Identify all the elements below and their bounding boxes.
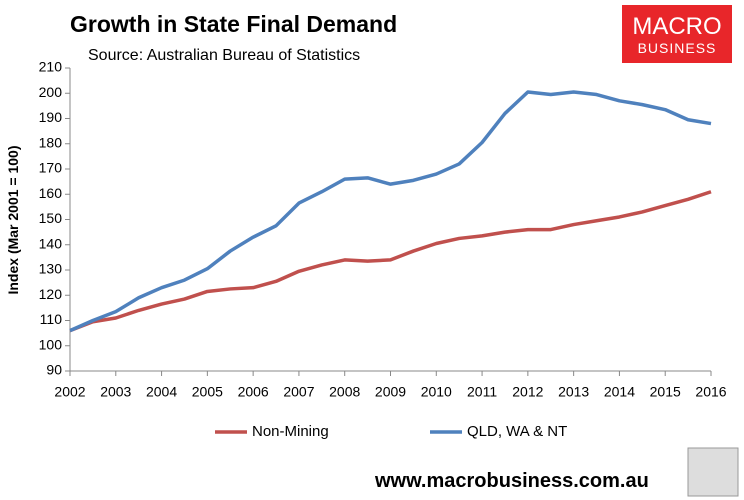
x-tick-label: 2008	[329, 384, 360, 400]
x-tick-label: 2014	[604, 384, 635, 400]
x-tick-label: 2012	[512, 384, 543, 400]
y-tick-label: 190	[39, 109, 63, 125]
y-tick-label: 110	[40, 311, 63, 327]
logo-text: MACRO	[632, 13, 721, 40]
legend-label: Non-Mining	[252, 423, 329, 440]
y-tick-label: 200	[39, 84, 63, 100]
x-tick-label: 2006	[238, 384, 269, 400]
y-tick-label: 140	[39, 235, 63, 251]
y-tick-label: 210	[39, 59, 63, 75]
x-tick-label: 2002	[54, 384, 85, 400]
x-tick-label: 2016	[695, 384, 726, 400]
y-tick-label: 170	[39, 160, 63, 176]
y-tick-label: 150	[39, 210, 63, 226]
line-series	[69, 90, 712, 333]
x-tick-label: 2009	[375, 384, 406, 400]
y-tick-label: 160	[39, 185, 63, 201]
y-tick-label: 100	[39, 336, 63, 352]
x-tick-label: 2010	[421, 384, 452, 400]
wolf-logo	[687, 447, 739, 497]
line-series	[69, 190, 712, 333]
logo-text: BUSINESS	[638, 40, 717, 56]
y-tick-label: 90	[46, 362, 62, 378]
x-tick-label: 2011	[467, 384, 497, 400]
y-tick-label: 180	[39, 134, 63, 150]
y-tick-label: 120	[39, 286, 63, 302]
y-axis-title: Index (Mar 2001 = 100)	[5, 145, 21, 294]
x-tick-label: 2015	[650, 384, 681, 400]
chart-title: Growth in State Final Demand	[70, 11, 397, 37]
footer-url: www.macrobusiness.com.au	[374, 470, 649, 492]
chart-subtitle: Source: Australian Bureau of Statistics	[88, 47, 360, 64]
x-tick-label: 2003	[100, 384, 131, 400]
legend-label: QLD, WA & NT	[467, 423, 567, 440]
x-tick-label: 2005	[192, 384, 223, 400]
x-tick-label: 2013	[558, 384, 589, 400]
x-tick-label: 2004	[146, 384, 177, 400]
logo-box	[622, 5, 732, 63]
y-tick-label: 130	[39, 261, 63, 277]
x-tick-label: 2007	[283, 384, 314, 400]
